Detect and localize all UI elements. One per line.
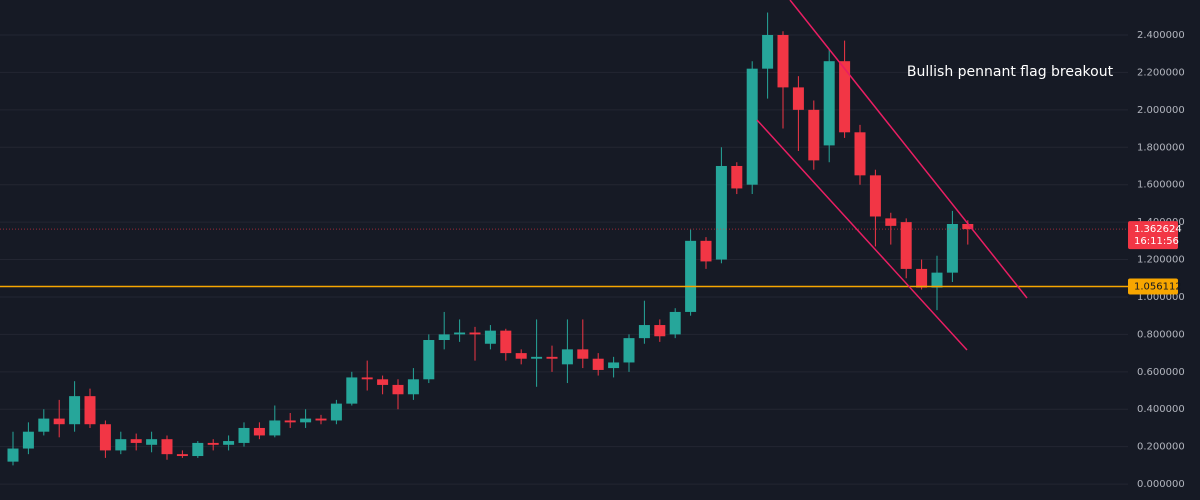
- y-tick-label: 2.400000: [1137, 30, 1185, 41]
- candle-body: [561, 349, 573, 365]
- candle-body: [484, 330, 496, 344]
- candle-body: [176, 454, 188, 457]
- candle-body: [84, 396, 96, 425]
- plot-area: [0, 12, 1128, 466]
- candle-body: [238, 427, 250, 443]
- candle-body: [284, 420, 296, 423]
- candle-body: [53, 418, 65, 425]
- last-price-label: 1.362624: [1134, 224, 1182, 235]
- candle-body: [546, 356, 558, 359]
- y-tick-label: 0.600000: [1137, 367, 1185, 378]
- candle-body: [223, 441, 235, 445]
- candle-body: [115, 439, 127, 451]
- y-tick-label: 0.200000: [1137, 442, 1185, 453]
- candle-body: [762, 34, 774, 69]
- candle-body: [346, 377, 358, 404]
- candle-body: [685, 240, 697, 312]
- candle-body: [946, 223, 958, 273]
- candle-body: [731, 165, 743, 189]
- candle-body: [469, 332, 481, 335]
- candle-body: [900, 222, 912, 269]
- candle-body: [377, 379, 389, 385]
- candle-body: [592, 358, 604, 370]
- candle-body: [22, 431, 34, 449]
- candle-body: [839, 61, 851, 133]
- candle-body: [99, 424, 111, 451]
- candle-body: [916, 268, 928, 288]
- candle-body: [962, 223, 974, 230]
- candle-body: [854, 132, 866, 176]
- candle-body: [146, 439, 158, 445]
- candle-body: [253, 427, 265, 436]
- y-tick-label: 1.000000: [1137, 292, 1185, 303]
- y-tick-label: 2.000000: [1137, 105, 1185, 116]
- candle-body: [669, 311, 681, 335]
- candle-body: [531, 356, 543, 359]
- candle-body: [361, 377, 373, 380]
- candle-body: [808, 109, 820, 161]
- candle-body: [608, 362, 620, 369]
- candle-body: [7, 448, 19, 462]
- y-tick-label: 0.400000: [1137, 404, 1185, 415]
- candle-body: [161, 439, 173, 455]
- candle-body: [823, 61, 835, 146]
- candle-body: [577, 349, 589, 359]
- candle-body: [69, 396, 81, 425]
- candle-body: [392, 384, 404, 395]
- y-tick-label: 1.800000: [1137, 142, 1185, 153]
- candle-body: [792, 87, 804, 110]
- y-tick-label: 2.200000: [1137, 67, 1185, 78]
- candle-body: [300, 418, 312, 423]
- annotation: Bullish pennant flag breakout: [907, 64, 1114, 80]
- candle-body: [700, 240, 712, 262]
- candle-body: [515, 353, 527, 359]
- candle-body: [130, 439, 142, 443]
- candle-body: [438, 334, 450, 341]
- candle-body: [407, 379, 419, 395]
- candle-body: [885, 218, 897, 226]
- candle-body: [38, 418, 50, 432]
- candle-body: [500, 330, 512, 354]
- y-tick-label: 1.600000: [1137, 180, 1185, 191]
- candle-body: [869, 175, 881, 217]
- y-axis: 0.000000 0.200000 0.400000 0.600000 0.800000…: [1128, 30, 1185, 490]
- candle-body: [715, 165, 727, 260]
- level-tag: [1128, 278, 1178, 295]
- candle-body: [777, 34, 789, 88]
- candle-body: [330, 403, 342, 421]
- level-label: 1.056112: [1134, 281, 1182, 292]
- y-tick-label: 0.800000: [1137, 329, 1185, 340]
- y-tick-label: 1.200000: [1137, 255, 1185, 266]
- grid: [0, 34, 1128, 485]
- candle-body: [931, 272, 943, 288]
- candle-body: [638, 325, 650, 339]
- candle-body: [269, 420, 281, 436]
- candle-body: [207, 442, 219, 445]
- candle-body: [315, 418, 327, 421]
- candle-body: [423, 340, 435, 380]
- trend-line-lower: [756, 119, 968, 351]
- countdown-label: 16:11:56: [1134, 236, 1179, 247]
- price-tag: [1128, 221, 1178, 250]
- candle-body: [192, 442, 204, 457]
- trend-line-upper: [789, 0, 1028, 299]
- candle-body: [454, 332, 466, 335]
- candle-body: [654, 325, 666, 337]
- candle-body: [623, 338, 635, 363]
- candle-body: [746, 68, 758, 185]
- y-tick-label: 0.000000: [1137, 479, 1185, 490]
